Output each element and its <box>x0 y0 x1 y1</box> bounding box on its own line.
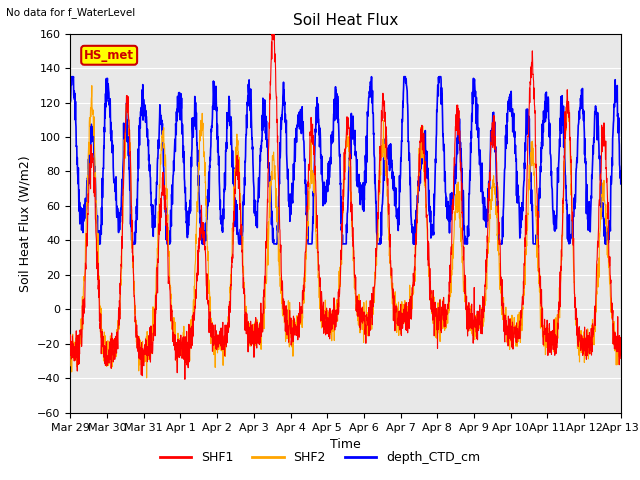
Text: HS_met: HS_met <box>84 49 134 62</box>
Legend: SHF1, SHF2, depth_CTD_cm: SHF1, SHF2, depth_CTD_cm <box>155 446 485 469</box>
Y-axis label: Soil Heat Flux (W/m2): Soil Heat Flux (W/m2) <box>19 155 31 291</box>
Title: Soil Heat Flux: Soil Heat Flux <box>293 13 398 28</box>
X-axis label: Time: Time <box>330 438 361 451</box>
Text: No data for f_WaterLevel: No data for f_WaterLevel <box>6 7 136 18</box>
